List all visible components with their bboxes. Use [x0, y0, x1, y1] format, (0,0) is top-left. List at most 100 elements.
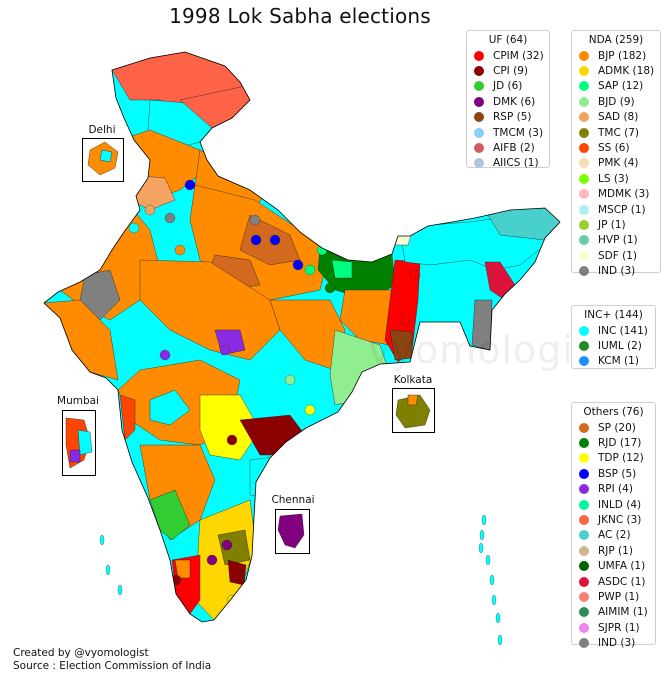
constituency-accent	[276, 464, 288, 476]
legend-entry: IND (3)	[579, 263, 653, 278]
legend-entry: TDP (12)	[579, 451, 648, 466]
legend-label: MSCP (1)	[598, 203, 646, 216]
island	[489, 574, 495, 586]
legend-nda-items: BJP (182) ADMK (18) SAP (12) BJD (9) SAD (8)…	[579, 48, 654, 279]
legend-entry: PMK (4)	[579, 156, 653, 171]
region-maharashtra-inc	[149, 389, 191, 426]
legend-swatch	[474, 66, 484, 77]
legend-label: SP (20)	[598, 421, 636, 434]
constituency-accent	[304, 404, 316, 416]
legend-label: SAP (12)	[598, 80, 644, 93]
legend-entry: MSCP (1)	[579, 202, 653, 217]
inset-delhi	[82, 138, 124, 182]
legend-entry: IUML (2)	[579, 338, 648, 353]
constituency-accent	[221, 539, 233, 551]
legend-entry: MDMK (3)	[579, 187, 653, 202]
legend-entry: ADMK (18)	[579, 63, 654, 78]
region-ss	[119, 394, 136, 441]
legend-entry: SAD (8)	[579, 110, 653, 125]
legend-swatch	[579, 499, 589, 510]
legend-swatch	[579, 66, 589, 77]
legend-entry: TMC (7)	[579, 125, 653, 140]
legend-label: JD (6)	[493, 80, 523, 93]
constituency-accent	[304, 264, 316, 276]
legend-label: RJP (1)	[598, 544, 633, 557]
region-tmc	[217, 529, 251, 566]
island	[495, 612, 501, 624]
legend-label: JKNC (3)	[598, 514, 642, 527]
constituency-accent	[292, 259, 304, 271]
constituency-accent	[174, 244, 186, 256]
legend-entry: CPIM (32)	[474, 48, 544, 63]
constituency-accent	[159, 349, 171, 361]
legend-entry: SAP (12)	[579, 79, 653, 94]
legend-swatch	[579, 622, 589, 633]
credit-source: Source : Election Commission of India	[13, 660, 212, 672]
legend-swatch	[579, 607, 589, 618]
inset-delhi-inc	[99, 149, 113, 163]
legend-swatch	[579, 235, 589, 246]
legend-label: SDF (1)	[598, 249, 638, 262]
legend-swatch	[579, 189, 589, 200]
constituency-accent	[106, 234, 118, 246]
legend-swatch	[579, 341, 589, 352]
constituency-accent	[144, 204, 156, 216]
inset-mumbai-rpi	[69, 449, 81, 463]
constituency-accent	[269, 234, 281, 246]
legend-inc: INC+ (144) INC (141) IUML (2) KCM (1)	[571, 305, 656, 369]
legend-entry: AIICS (1)	[474, 156, 542, 171]
legend-entry: INC (141)	[579, 323, 648, 338]
legend-label: IND (3)	[598, 637, 636, 650]
constituency-accent	[226, 434, 238, 446]
legend-entry: LS (3)	[579, 171, 653, 186]
constituency-accent	[409, 269, 421, 281]
legend-swatch	[474, 96, 484, 107]
legend-others-items: SP (20) RJD (17) TDP (12) BSP (5) RPI (4) INL…	[579, 420, 648, 651]
region-kerala-bjp	[174, 559, 191, 579]
island	[485, 554, 491, 566]
legend-label: CPIM (32)	[493, 49, 544, 62]
legend-entry: RSP (5)	[474, 110, 542, 125]
constituency-accent	[170, 574, 182, 586]
legend-entry: DMK (6)	[474, 94, 542, 109]
legend-label: JP (1)	[598, 218, 626, 231]
inset-chennai-shape	[277, 513, 305, 549]
legend-label: SJPR (1)	[598, 621, 640, 634]
legend-entry: BSP (5)	[579, 466, 648, 481]
legend-entry: JD (6)	[474, 79, 542, 94]
legend-swatch	[579, 266, 589, 277]
island	[491, 594, 497, 606]
legend-label: IND (3)	[598, 265, 636, 278]
legend-entry: JP (1)	[579, 217, 653, 232]
legend-entry: RJD (17)	[579, 435, 648, 450]
legend-entry: SS (6)	[579, 140, 653, 155]
legend-label: UMFA (1)	[598, 560, 646, 573]
legend-inc-items: INC (141) IUML (2) KCM (1)	[579, 323, 648, 369]
legend-swatch	[474, 127, 484, 138]
legend-swatch	[579, 127, 589, 138]
constituency-accent	[226, 594, 238, 606]
legend-swatch	[579, 515, 589, 526]
constituency-accent	[250, 234, 262, 246]
island	[497, 634, 503, 646]
legend-label: TDP (12)	[598, 452, 644, 465]
legend-swatch	[474, 158, 484, 169]
legend-label: INC (141)	[598, 324, 648, 337]
legend-entry: SP (20)	[579, 420, 648, 435]
legend-label: PWP (1)	[598, 590, 640, 603]
island	[105, 564, 111, 576]
region-madhya-pradesh	[139, 259, 281, 361]
island	[478, 542, 484, 554]
constituency-accent	[399, 314, 411, 326]
legend-entry: ASDC (1)	[579, 574, 648, 589]
legend-label: INLD (4)	[598, 498, 642, 511]
legend-entry: KCM (1)	[579, 354, 648, 369]
legend-label: KCM (1)	[598, 355, 639, 368]
constituency-accent	[249, 214, 261, 226]
island	[117, 584, 123, 596]
region-andhra-north	[199, 394, 261, 461]
legend-swatch	[579, 96, 589, 107]
legend-nda: NDA (259) BJP (182) ADMK (18) SAP (12) BJD …	[571, 30, 661, 277]
legend-label: AIMIM (1)	[598, 606, 648, 619]
legend-inc-title: INC+ (144)	[584, 309, 643, 321]
